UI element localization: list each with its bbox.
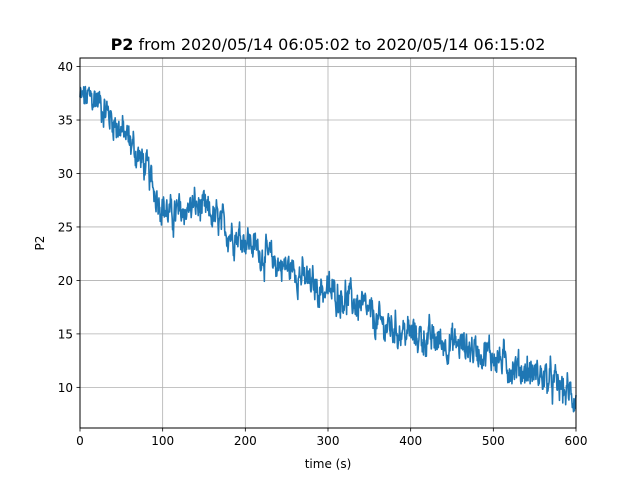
x-tick-label: 300 <box>317 434 340 448</box>
y-tick-label: 15 <box>58 327 73 341</box>
x-axis-label: time (s) <box>305 457 352 471</box>
y-tick-label: 10 <box>58 381 73 395</box>
y-tick-label: 40 <box>58 60 73 74</box>
y-tick-label: 25 <box>58 220 73 234</box>
x-tick-label: 400 <box>399 434 422 448</box>
x-tick-label: 500 <box>482 434 505 448</box>
y-tick-label: 30 <box>58 167 73 181</box>
y-tick-label: 35 <box>58 114 73 128</box>
chart-title: P2 from 2020/05/14 06:05:02 to 2020/05/1… <box>111 35 546 54</box>
grid-lines <box>79 58 577 428</box>
x-tick-label: 600 <box>565 434 588 448</box>
chart-title-bold: P2 <box>111 35 134 54</box>
series-line-p2 <box>79 85 577 413</box>
series-group <box>79 85 577 413</box>
x-tick-label: 100 <box>151 434 174 448</box>
y-axis-label: P2 <box>33 236 47 251</box>
chart-title-rest: from 2020/05/14 06:05:02 to 2020/05/14 0… <box>133 35 545 54</box>
y-axis-ticks: 10 15 20 25 30 35 40 <box>58 60 80 395</box>
x-axis-ticks: 0 100 200 300 400 500 600 <box>76 428 587 448</box>
x-tick-label: 0 <box>76 434 84 448</box>
y-tick-label: 20 <box>58 274 73 288</box>
x-tick-label: 200 <box>234 434 257 448</box>
